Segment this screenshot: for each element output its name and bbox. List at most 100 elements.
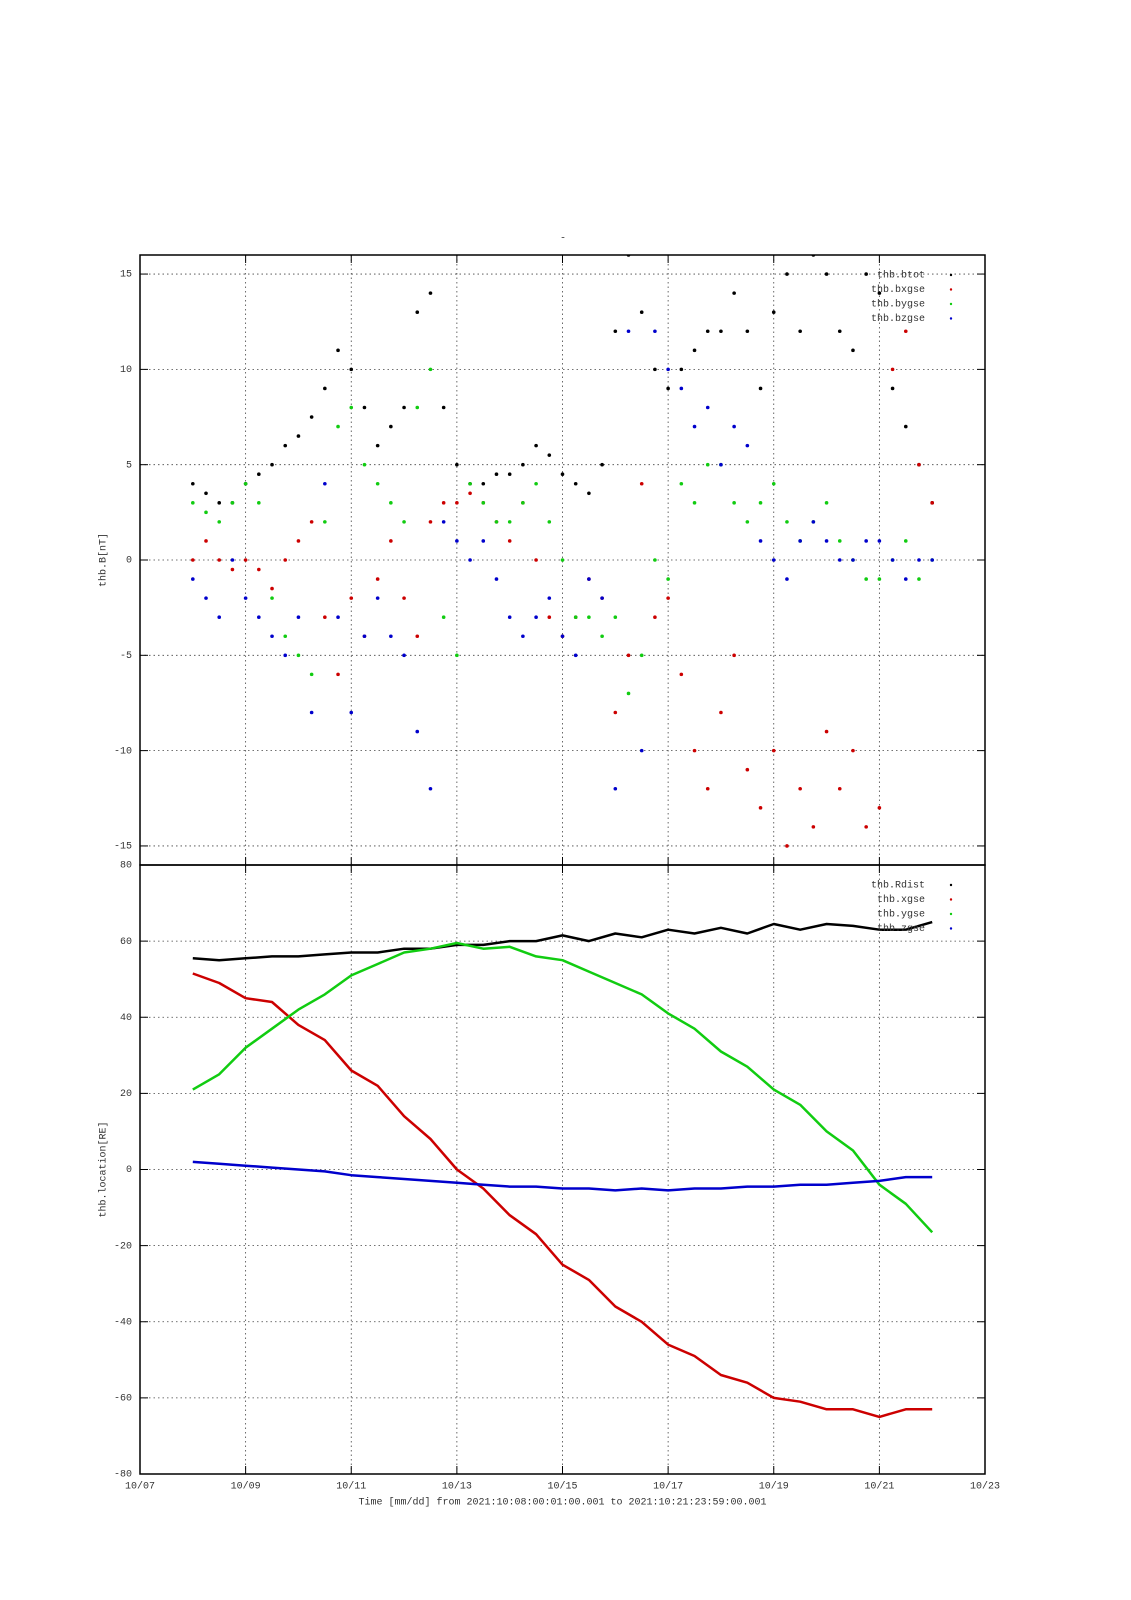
- data-line: [192, 941, 934, 1234]
- data-point: [666, 596, 670, 600]
- data-point: [309, 672, 314, 677]
- data-point: [507, 539, 512, 543]
- data-point: [230, 567, 235, 572]
- x-axis-label: Time [mm/dd] from 2021:10:08:00:01:00.00…: [358, 1497, 766, 1509]
- data-point: [283, 558, 288, 562]
- data-point: [336, 348, 340, 353]
- data-point: [428, 786, 433, 791]
- data-point: [613, 329, 618, 334]
- data-point: [547, 615, 552, 619]
- y-tick-label: 80: [120, 861, 132, 872]
- data-point: [455, 539, 459, 543]
- y-tick-label: -10: [114, 746, 132, 757]
- data-point: [230, 501, 235, 505]
- data-point: [719, 329, 723, 334]
- data-point: [257, 472, 261, 477]
- x-tick-label: 10/13: [442, 1481, 472, 1493]
- data-point: [243, 558, 248, 562]
- data-point: [851, 558, 855, 562]
- data-point: [785, 520, 789, 524]
- data-point: [323, 386, 327, 391]
- data-point: [600, 596, 604, 600]
- data-point: [204, 491, 208, 496]
- x-tick-label: 10/23: [970, 1481, 1000, 1493]
- legend-marker: [949, 912, 953, 916]
- data-point: [204, 510, 208, 515]
- data-point: [745, 767, 750, 772]
- data-point: [679, 672, 684, 677]
- data-point: [719, 462, 723, 467]
- data-point: [666, 386, 670, 391]
- y-tick-label: -15: [114, 842, 132, 853]
- data-point: [349, 405, 354, 410]
- data-point: [639, 310, 644, 314]
- data-point: [626, 653, 631, 658]
- data-point: [309, 710, 314, 715]
- data-point: [283, 443, 288, 448]
- data-point: [402, 653, 406, 658]
- data-point: [798, 539, 802, 543]
- data-point: [441, 520, 446, 524]
- data-point: [547, 453, 552, 457]
- data-point: [230, 558, 235, 562]
- data-point: [309, 520, 314, 524]
- data-point: [837, 329, 842, 334]
- data-point: [745, 443, 750, 448]
- data-point: [494, 520, 499, 524]
- data-point: [257, 501, 261, 505]
- y-tick-label: 5: [126, 460, 132, 471]
- data-point: [415, 405, 420, 410]
- data-point: [705, 329, 710, 334]
- data-point: [639, 748, 644, 753]
- data-point: [771, 748, 776, 753]
- data-point: [547, 520, 552, 524]
- data-point: [930, 501, 934, 505]
- data-point: [626, 329, 631, 334]
- data-point: [243, 481, 248, 486]
- data-point: [719, 710, 723, 715]
- data-point: [323, 520, 327, 524]
- data-point: [270, 596, 274, 600]
- data-point: [692, 501, 697, 505]
- data-point: [864, 539, 868, 543]
- data-point: [389, 424, 393, 429]
- data-point: [415, 634, 420, 639]
- data-point: [362, 462, 367, 467]
- y-tick-label: -40: [114, 1317, 132, 1328]
- data-line: [192, 920, 933, 962]
- data-point: [587, 577, 591, 581]
- data-point: [389, 539, 393, 543]
- data-point: [824, 729, 829, 734]
- y-tick-label: -5: [120, 651, 132, 662]
- data-point: [573, 653, 578, 658]
- data-point: [653, 367, 657, 372]
- data-point: [758, 501, 763, 505]
- data-point: [613, 710, 618, 715]
- data-point: [204, 539, 208, 543]
- data-point: [415, 310, 420, 314]
- data-point: [824, 501, 829, 505]
- data-point: [732, 291, 736, 295]
- data-point: [587, 491, 591, 496]
- data-point: [441, 501, 446, 505]
- data-point: [837, 539, 842, 543]
- data-point: [771, 558, 776, 562]
- y-axis-label: thb.B[nT]: [98, 533, 110, 587]
- data-point: [455, 653, 459, 658]
- data-point: [191, 501, 195, 505]
- data-point: [587, 615, 591, 619]
- data-point: [362, 634, 367, 639]
- data-point: [521, 634, 525, 639]
- data-point: [507, 615, 512, 619]
- data-point: [917, 577, 921, 581]
- y-tick-label: 0: [126, 1165, 132, 1176]
- data-point: [732, 501, 736, 505]
- data-point: [851, 748, 855, 753]
- data-point: [375, 596, 380, 600]
- data-point: [930, 558, 934, 562]
- data-point: [455, 462, 459, 467]
- data-point: [336, 615, 340, 619]
- data-point: [917, 558, 921, 562]
- data-point: [758, 806, 763, 810]
